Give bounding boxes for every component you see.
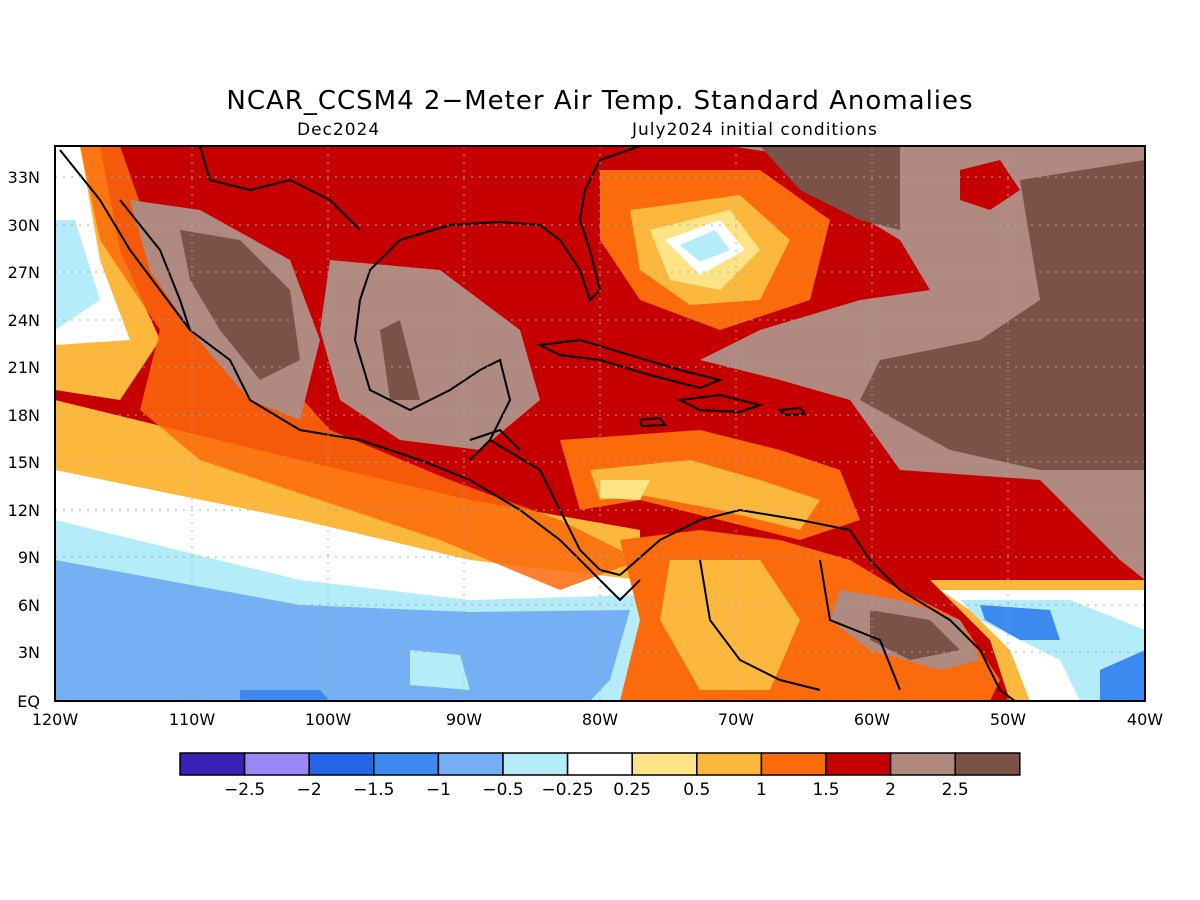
colorbar-label: 1.5	[812, 780, 839, 800]
coastlines	[59, 146, 1016, 701]
colorbar-swatch	[696, 752, 763, 776]
lat-label: 27N	[8, 263, 40, 282]
colorbar-label: −0.5	[482, 780, 523, 800]
map-title: NCAR_CCSM4 2−Meter Air Temp. Standard An…	[226, 86, 974, 116]
colorbar-swatch	[437, 752, 504, 776]
lon-label: 80W	[582, 710, 618, 729]
colorbar-swatch	[825, 752, 892, 776]
lat-label: 15N	[8, 453, 40, 472]
colorbar-label: 2.5	[942, 780, 969, 800]
lat-label: EQ	[17, 692, 40, 711]
colorbar-label: 1	[756, 780, 767, 800]
lat-label: 24N	[8, 311, 40, 330]
colorbar-swatch	[502, 752, 569, 776]
lon-label: 50W	[990, 710, 1026, 729]
colorbar-swatch	[179, 752, 246, 776]
lon-label: 120W	[32, 710, 79, 729]
colorbar-label: −1	[426, 780, 451, 800]
init-conditions-label: July2024 initial conditions	[632, 120, 878, 140]
colorbar-label: −2	[297, 780, 322, 800]
lat-label: 9N	[18, 548, 40, 567]
colorbar-label: −0.25	[542, 780, 594, 800]
lat-label: 21N	[8, 358, 40, 377]
colorbar-swatch	[760, 752, 827, 776]
colorbar-swatch	[308, 752, 375, 776]
colorbar-swatch	[954, 752, 1021, 776]
lat-label: 30N	[8, 216, 40, 235]
lat-label: 3N	[18, 643, 40, 662]
colorbar-label: 0.25	[613, 780, 651, 800]
lon-label: 40W	[1127, 710, 1163, 729]
lon-label: 90W	[446, 710, 482, 729]
lat-label: 33N	[8, 168, 40, 187]
lat-label: 12N	[8, 501, 40, 520]
colorbar-label: −1.5	[353, 780, 394, 800]
lon-label: 100W	[305, 710, 352, 729]
colorbar-label: −2.5	[224, 780, 265, 800]
colorbar-swatch	[631, 752, 698, 776]
lon-label: 110W	[169, 710, 216, 729]
colorbar-label: 2	[885, 780, 896, 800]
colorbar-swatch	[243, 752, 310, 776]
map-frame	[54, 145, 1146, 702]
lon-label: 70W	[718, 710, 754, 729]
colorbar-swatch	[373, 752, 440, 776]
colorbar-swatch	[566, 752, 633, 776]
colorbar-swatch	[889, 752, 956, 776]
colorbar-label: 0.5	[683, 780, 710, 800]
colorbar: −2.5 −2 −1.5 −1 −0.5 −0.25 0.25 0.5 1 1.5 2 2.5	[179, 752, 1021, 800]
lon-axis: 120W 110W 100W 90W 80W 70W 60W 50W 40W	[32, 710, 1163, 729]
anomaly-field	[55, 146, 1145, 701]
valid-month-label: Dec2024	[297, 120, 381, 140]
graticule	[55, 146, 1145, 701]
lat-label: 6N	[18, 596, 40, 615]
lat-axis: 33N 30N 27N 24N 21N 18N 15N 12N 9N 6N 3N…	[8, 168, 40, 711]
lat-label: 18N	[8, 406, 40, 425]
lon-label: 60W	[854, 710, 890, 729]
